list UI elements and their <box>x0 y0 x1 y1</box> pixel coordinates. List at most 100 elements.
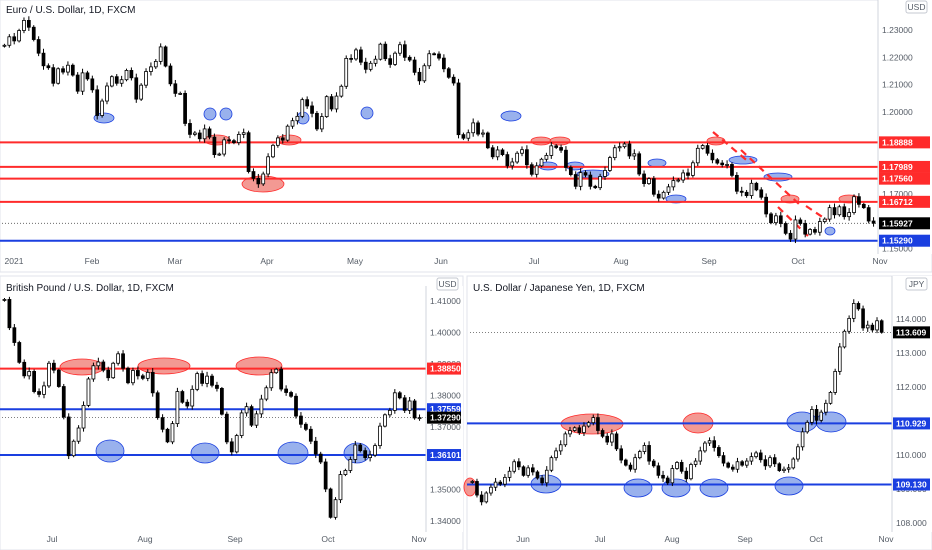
resistance-zone <box>463 477 477 497</box>
candle-body <box>758 452 763 461</box>
candle-body <box>219 388 224 415</box>
candle-body <box>731 466 735 470</box>
candle-body <box>155 392 160 419</box>
support-zone <box>277 441 309 465</box>
candle-body <box>744 460 749 466</box>
candle-body <box>627 143 632 157</box>
candle-body <box>446 68 451 78</box>
level-tag <box>879 172 930 185</box>
candle-body <box>165 428 170 443</box>
candle-body <box>749 182 754 197</box>
candle-body <box>412 59 417 73</box>
candle-body <box>134 77 139 100</box>
candle-body <box>163 46 168 67</box>
candle-body <box>563 433 568 446</box>
level-tag-label: 109.130 <box>896 480 927 490</box>
candle-body <box>666 186 671 193</box>
candle-body <box>139 84 144 100</box>
candle-body <box>333 499 338 518</box>
resistance-zone <box>530 136 552 146</box>
candle-body <box>37 391 41 395</box>
candle-body <box>612 147 617 159</box>
panel-gbpusd: 1.410001.400001.390001.380001.370001.360… <box>0 275 464 550</box>
candle-body <box>368 62 373 70</box>
currency-label: USD <box>908 2 926 12</box>
support-zone <box>500 110 522 122</box>
candle-body <box>861 308 865 329</box>
y-tick-label: 1.35000 <box>430 485 461 495</box>
candle-body <box>715 159 720 164</box>
support-zone <box>661 478 691 498</box>
panel-frame <box>0 0 932 273</box>
candle-body <box>851 303 856 319</box>
candle-body <box>129 70 134 79</box>
candle-body <box>769 213 773 224</box>
candle-body <box>498 481 503 485</box>
candle-body <box>36 39 41 54</box>
candle-body <box>193 132 197 135</box>
level-tag <box>893 417 930 430</box>
candle-body <box>119 79 124 84</box>
last-price-label: 1.37290 <box>430 413 461 423</box>
candle-body <box>833 370 837 393</box>
downtrend-line <box>740 149 801 206</box>
candle-body <box>393 52 397 65</box>
last-price-label: 113.609 <box>896 327 927 337</box>
resistance-zone <box>137 357 191 375</box>
candle-body <box>774 215 778 224</box>
candle-body <box>91 365 96 380</box>
candle-body <box>695 147 700 164</box>
y-tick-label: 1.22000 <box>882 52 913 62</box>
candle-body <box>215 384 219 389</box>
candle-body <box>661 191 666 199</box>
candle-body <box>197 132 202 140</box>
x-tick-label: Aug <box>137 534 152 544</box>
level-tag-label: 110.929 <box>896 418 927 428</box>
candle-body <box>871 220 876 224</box>
level-tag-label: 1.15290 <box>882 236 913 246</box>
candle-body <box>315 112 319 130</box>
candle-body <box>637 451 642 459</box>
candle-body <box>470 481 475 483</box>
candle-body <box>353 444 358 460</box>
level-tag <box>879 195 930 208</box>
candle-body <box>772 457 777 465</box>
usdjpy-title: U.S. Dollar / Japanese Yen, 1D, FXCM <box>473 283 645 294</box>
candle-body <box>295 115 300 122</box>
candle-body <box>329 96 334 110</box>
candle-body <box>256 177 261 185</box>
x-tick-label: Aug <box>613 256 628 266</box>
candle-body <box>879 320 884 333</box>
candle-body <box>205 375 209 384</box>
candle-body <box>866 207 871 222</box>
candle-body <box>456 82 461 136</box>
candle-body <box>619 448 623 461</box>
candle-body <box>274 368 279 374</box>
last-price-tag <box>427 411 461 424</box>
candle-body <box>632 153 637 157</box>
candle-body <box>544 469 549 484</box>
candle-body <box>2 299 7 301</box>
candle-body <box>832 207 837 216</box>
candle-body <box>800 431 805 448</box>
candle-body <box>66 416 71 457</box>
candle-body <box>392 392 397 411</box>
candle-body <box>819 411 823 421</box>
candle-body <box>647 178 651 184</box>
candle-body <box>676 179 681 182</box>
level-tag <box>879 234 930 247</box>
downtrend-line <box>712 131 751 164</box>
y-tick-label: 1.21000 <box>882 80 913 90</box>
candle-body <box>684 470 689 480</box>
candle-body <box>875 320 879 331</box>
candle-body <box>244 406 249 414</box>
candle-body <box>656 465 661 476</box>
candle-body <box>495 149 500 158</box>
candle-body <box>705 145 710 154</box>
candle-body <box>617 146 622 149</box>
candle-body <box>12 327 17 343</box>
candle-body <box>865 324 870 329</box>
support-zone <box>647 158 667 168</box>
candle-body <box>61 68 65 73</box>
candle-body <box>637 153 642 175</box>
